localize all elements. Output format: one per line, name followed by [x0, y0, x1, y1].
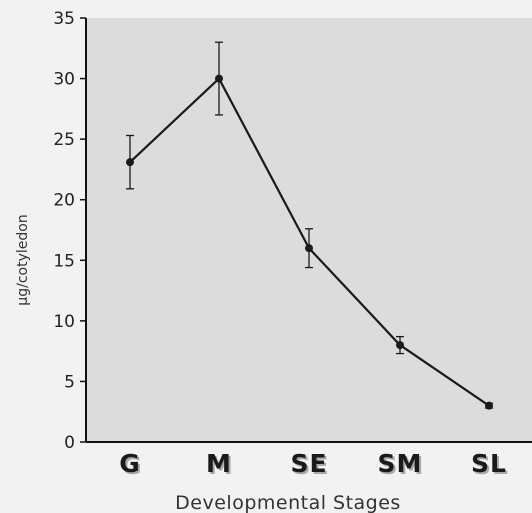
x-category-label: SL: [471, 449, 507, 478]
x-category-label: SE: [290, 449, 327, 478]
data-point: [485, 401, 493, 410]
data-point: [396, 341, 404, 350]
y-tick-label: 0: [64, 433, 75, 453]
x-category-shadow: SL: [473, 451, 509, 480]
data-point: [126, 158, 134, 167]
data-points: [126, 74, 493, 410]
data-point: [215, 74, 223, 83]
y-ticks: 0 5 10 15 20 25 30 35: [53, 9, 86, 453]
y-tick-label: 30: [53, 70, 75, 90]
y-tick-label: 25: [53, 130, 75, 150]
x-category-shadow: SE: [292, 451, 329, 480]
y-tick-label: 5: [64, 372, 75, 392]
x-category-label: M: [206, 449, 232, 478]
data-point: [305, 244, 313, 253]
y-tick-label: 10: [53, 312, 75, 332]
x-axis-title: Developmental Stages: [175, 492, 401, 513]
x-category-label: SM: [378, 449, 423, 478]
x-category-shadow: G: [121, 451, 143, 480]
y-axis-title: µg/cotyledon: [15, 214, 31, 305]
x-category-label: G: [119, 449, 141, 478]
y-tick-label: 35: [53, 9, 75, 29]
x-category-shadow: M: [208, 451, 234, 480]
y-tick-label: 15: [53, 251, 75, 271]
y-tick-label: 20: [53, 191, 75, 211]
x-category-shadow: SM: [380, 451, 425, 480]
